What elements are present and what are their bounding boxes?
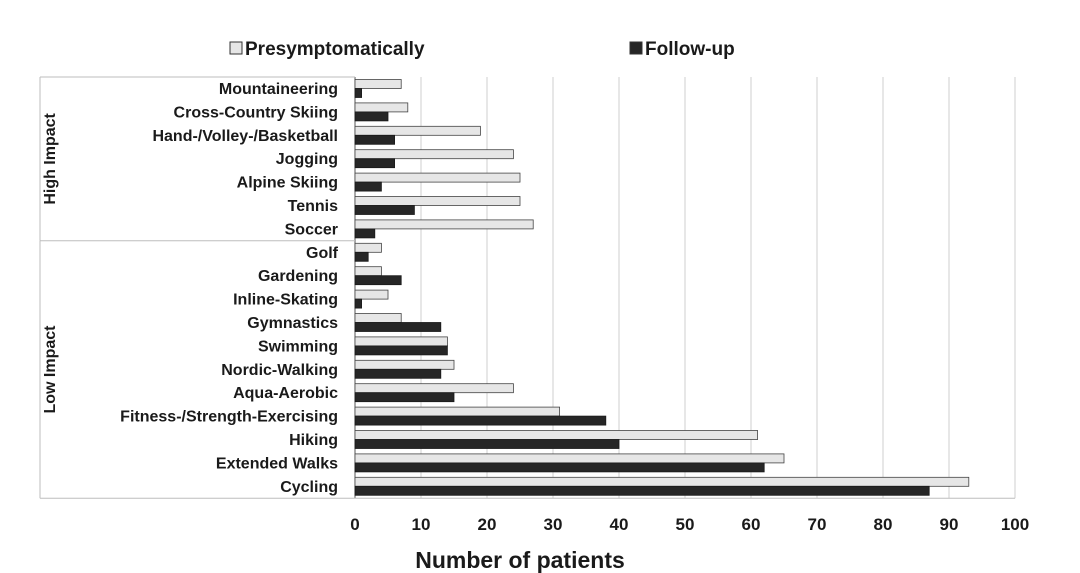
category-label: Cross-Country Skiing bbox=[174, 104, 338, 121]
bar-follow-up bbox=[354, 322, 442, 332]
bar-follow-up bbox=[354, 439, 620, 449]
bar-follow-up bbox=[354, 368, 442, 379]
bar-follow-up bbox=[354, 88, 362, 98]
group-labels: High Impact Low Impact bbox=[42, 112, 59, 413]
bar-presymptomatically bbox=[354, 453, 785, 464]
legend-swatch-presymptomatically bbox=[229, 41, 243, 55]
x-tick-label: 30 bbox=[544, 515, 563, 534]
category-label: Alpine Skiing bbox=[237, 175, 338, 192]
group-label-high-impact: High Impact bbox=[42, 112, 59, 204]
bar-presymptomatically bbox=[354, 406, 561, 417]
bar-presymptomatically bbox=[354, 266, 382, 277]
gridlines bbox=[420, 77, 1016, 499]
x-tick-label: 100 bbox=[1001, 515, 1029, 534]
x-tick-labels: 0 10 20 30 40 50 60 70 80 90 100 bbox=[350, 515, 1029, 534]
bar-presymptomatically bbox=[354, 149, 514, 160]
x-tick-label: 60 bbox=[742, 515, 761, 534]
x-tick-label: 90 bbox=[940, 515, 959, 534]
x-tick-label: 80 bbox=[874, 515, 893, 534]
x-tick-label: 0 bbox=[350, 515, 359, 534]
bar-follow-up bbox=[354, 205, 415, 215]
category-label: Golf bbox=[306, 245, 339, 262]
category-label: Tennis bbox=[288, 198, 338, 215]
bar-presymptomatically bbox=[354, 476, 970, 487]
bar-presymptomatically bbox=[354, 172, 521, 183]
x-tick-label: 10 bbox=[412, 515, 431, 534]
category-label: Nordic-Walking bbox=[221, 362, 338, 379]
x-axis-title: Number of patients bbox=[415, 547, 625, 573]
bar-follow-up bbox=[354, 181, 382, 192]
group-label-low-impact: Low Impact bbox=[42, 325, 59, 414]
category-label: Jogging bbox=[276, 151, 338, 168]
category-label: Gardening bbox=[258, 268, 338, 285]
bar-presymptomatically bbox=[354, 359, 455, 370]
bar-follow-up bbox=[354, 298, 362, 309]
bar-presymptomatically bbox=[354, 196, 521, 206]
category-label: Aqua-Aerobic bbox=[233, 385, 338, 402]
bar-presymptomatically bbox=[354, 313, 402, 323]
bar-follow-up bbox=[354, 462, 765, 473]
category-label: Fitness-/Strength-Exercising bbox=[120, 409, 338, 426]
bar-presymptomatically bbox=[354, 125, 481, 136]
bar-presymptomatically bbox=[354, 102, 409, 113]
bar-follow-up bbox=[354, 251, 369, 262]
bar-follow-up bbox=[354, 392, 455, 403]
bar-follow-up bbox=[354, 415, 607, 426]
category-label: Hiking bbox=[289, 432, 338, 449]
bar-presymptomatically bbox=[354, 79, 402, 89]
category-label: Swimming bbox=[258, 338, 338, 355]
bar-follow-up bbox=[354, 111, 389, 122]
bar-presymptomatically bbox=[354, 219, 534, 230]
category-label: Soccer bbox=[285, 221, 338, 238]
bar-follow-up bbox=[354, 485, 930, 496]
category-label: Cycling bbox=[280, 479, 338, 496]
chart-frame bbox=[39, 76, 1015, 499]
bar-follow-up bbox=[354, 134, 395, 145]
legend-swatch-follow-up bbox=[629, 41, 643, 55]
bar-presymptomatically bbox=[354, 383, 514, 394]
bar-presymptomatically bbox=[354, 336, 448, 347]
category-label: Gymnastics bbox=[247, 315, 338, 332]
bars bbox=[354, 79, 970, 496]
x-tick-label: 50 bbox=[676, 515, 695, 534]
category-label: Mountaineering bbox=[219, 81, 338, 98]
category-label: Hand-/Volley-/Basketball bbox=[152, 128, 338, 145]
x-tick-label: 70 bbox=[808, 515, 827, 534]
bar-follow-up bbox=[354, 275, 402, 286]
bar-presymptomatically bbox=[354, 430, 759, 440]
x-tick-label: 20 bbox=[478, 515, 497, 534]
legend-label-follow-up: Follow-up bbox=[645, 39, 735, 60]
x-tick-label: 40 bbox=[610, 515, 629, 534]
legend: Presymptomatically Follow-up bbox=[229, 39, 735, 60]
bar-follow-up bbox=[354, 228, 376, 239]
category-labels: Mountaineering Cross-Country Skiing Hand-/… bbox=[120, 81, 338, 496]
category-label: Extended Walks bbox=[216, 455, 338, 472]
bar-presymptomatically bbox=[354, 242, 382, 253]
bar-follow-up bbox=[354, 345, 448, 356]
legend-label-presymptomatically: Presymptomatically bbox=[245, 39, 425, 60]
category-label: Inline-Skating bbox=[233, 292, 338, 309]
bar-presymptomatically bbox=[354, 289, 389, 300]
bar-follow-up bbox=[354, 158, 395, 169]
